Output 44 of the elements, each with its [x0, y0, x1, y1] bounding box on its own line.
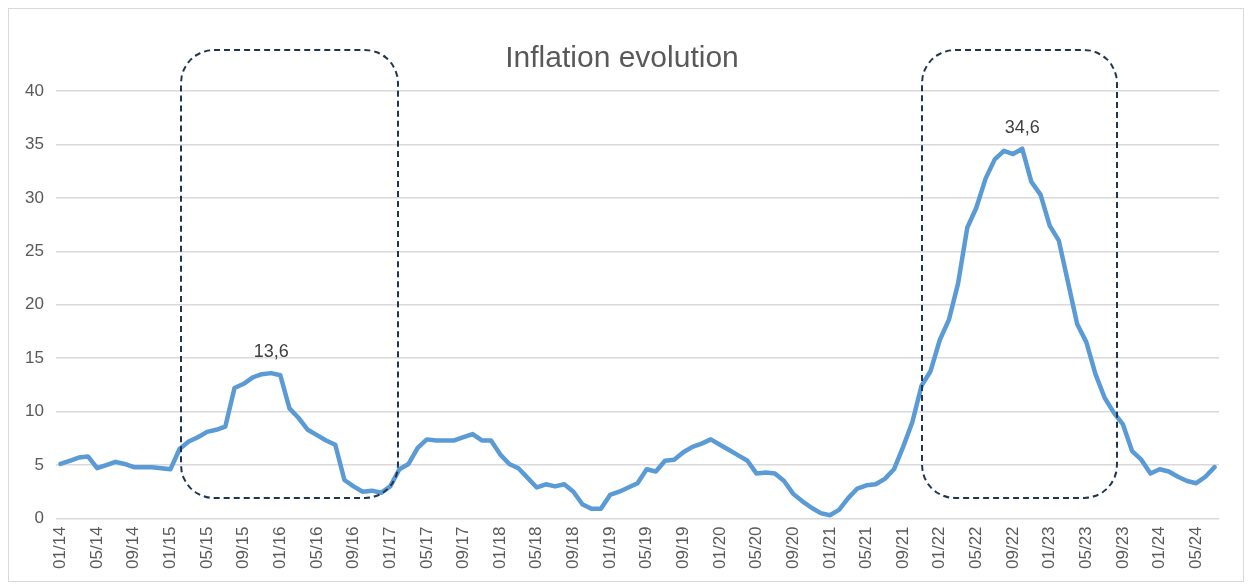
x-tick-label: 09/18	[563, 526, 583, 570]
x-tick-label: 05/21	[856, 526, 876, 570]
x-tick-label: 01/18	[489, 526, 509, 570]
x-tick-label: 09/15	[233, 526, 253, 570]
y-tick-label: 5	[34, 454, 44, 474]
x-tick-label: 01/24	[1149, 526, 1169, 570]
y-tick-label: 40	[24, 80, 44, 100]
data-label: 34,6	[1004, 116, 1040, 137]
x-tick-label: 05/14	[86, 526, 106, 570]
y-tick-label: 20	[24, 294, 44, 314]
x-tick-label: 09/21	[892, 526, 912, 570]
x-tick-label: 01/19	[599, 526, 619, 570]
x-tick-label: 01/15	[160, 526, 180, 570]
x-tick-label: 05/22	[966, 526, 986, 570]
x-tick-label: 09/23	[1112, 526, 1132, 570]
x-tick-label: 09/22	[1002, 526, 1022, 570]
x-tick-label: 01/14	[50, 526, 70, 570]
chart-title: Inflation evolution	[505, 40, 739, 74]
x-tick-label: 09/19	[673, 526, 692, 570]
x-tick-label: 01/21	[819, 526, 839, 570]
x-tick-label: 01/16	[270, 526, 289, 570]
x-tick-label: 05/16	[306, 526, 326, 570]
y-tick-label: 10	[24, 401, 44, 421]
x-tick-label: 05/17	[416, 526, 436, 570]
x-tick-label: 05/18	[526, 526, 546, 570]
y-tick-label: 0	[34, 508, 44, 528]
x-tick-label: 05/20	[746, 526, 766, 570]
x-tick-label: 09/14	[123, 526, 143, 570]
x-tick-label: 09/17	[453, 526, 473, 570]
x-tick-label: 01/20	[709, 526, 729, 570]
x-tick-label: 01/22	[929, 526, 949, 570]
x-tick-label: 05/15	[196, 526, 216, 570]
y-tick-label: 25	[24, 240, 44, 260]
y-tick-label: 15	[24, 347, 44, 367]
x-tick-label: 09/16	[343, 526, 363, 570]
x-tick-label: 01/17	[379, 526, 399, 570]
x-tick-label: 01/23	[1039, 526, 1059, 570]
x-tick-label: 09/20	[782, 526, 802, 570]
y-tick-label: 35	[24, 134, 44, 154]
x-tick-label: 05/24	[1185, 526, 1205, 570]
x-tick-label: 05/23	[1076, 526, 1096, 570]
x-tick-label: 05/19	[636, 526, 656, 570]
y-tick-label: 30	[24, 187, 44, 207]
data-label: 13,6	[253, 341, 289, 362]
